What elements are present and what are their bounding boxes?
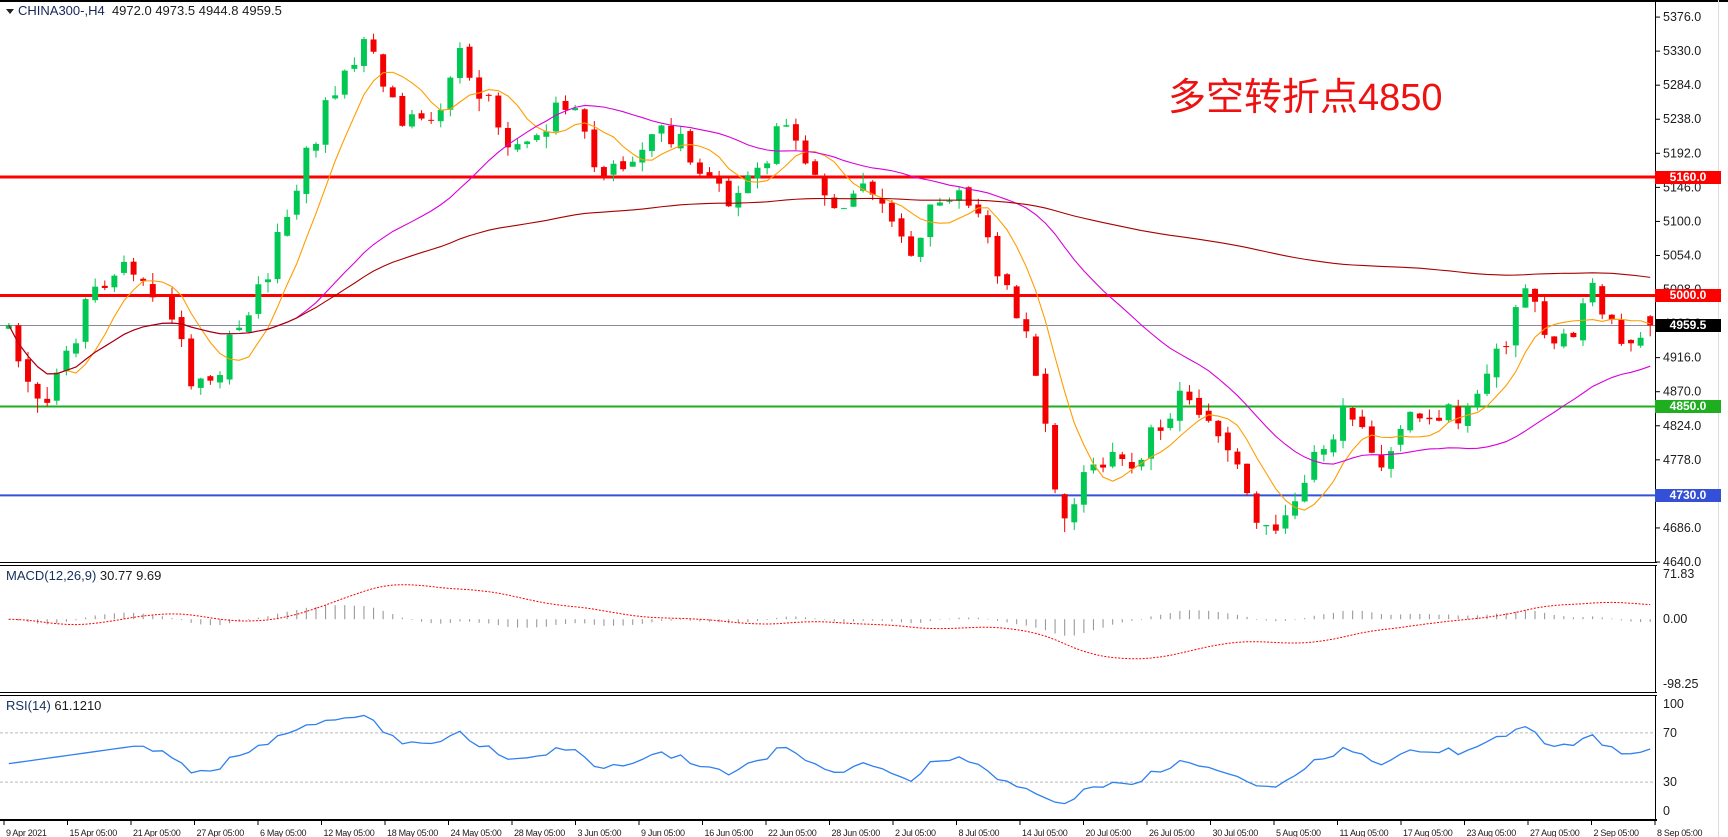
svg-text:28 Jun 05:00: 28 Jun 05:00 (832, 828, 881, 837)
svg-text:9 Apr 2021: 9 Apr 2021 (6, 828, 47, 837)
svg-text:18 May 05:00: 18 May 05:00 (387, 828, 438, 837)
svg-text:71.83: 71.83 (1663, 567, 1694, 581)
svg-text:26 Jul 05:00: 26 Jul 05:00 (1149, 828, 1195, 837)
svg-text:8 Sep 05:00: 8 Sep 05:00 (1657, 828, 1703, 837)
svg-text:30 Jul 05:00: 30 Jul 05:00 (1213, 828, 1259, 837)
svg-text:5284.0: 5284.0 (1663, 78, 1701, 92)
svg-text:-98.25: -98.25 (1663, 677, 1698, 691)
svg-text:5238.0: 5238.0 (1663, 112, 1701, 126)
svg-text:4686.0: 4686.0 (1663, 521, 1701, 535)
svg-text:17 Aug 05:00: 17 Aug 05:00 (1403, 828, 1453, 837)
svg-text:5330.0: 5330.0 (1663, 44, 1701, 58)
svg-text:27 Apr 05:00: 27 Apr 05:00 (197, 828, 245, 837)
svg-text:4870.0: 4870.0 (1663, 385, 1701, 399)
svg-text:3 Jun 05:00: 3 Jun 05:00 (578, 828, 622, 837)
svg-text:5100.0: 5100.0 (1663, 214, 1701, 228)
svg-text:100: 100 (1663, 697, 1684, 711)
svg-text:5054.0: 5054.0 (1663, 248, 1701, 262)
svg-text:15 Apr 05:00: 15 Apr 05:00 (70, 828, 118, 837)
svg-text:5192.0: 5192.0 (1663, 146, 1701, 160)
svg-text:4824.0: 4824.0 (1663, 419, 1701, 433)
svg-text:9 Jun 05:00: 9 Jun 05:00 (641, 828, 685, 837)
svg-text:6 May 05:00: 6 May 05:00 (260, 828, 307, 837)
svg-text:14 Jul 05:00: 14 Jul 05:00 (1022, 828, 1068, 837)
svg-text:23 Aug 05:00: 23 Aug 05:00 (1467, 828, 1517, 837)
svg-text:22 Jun 05:00: 22 Jun 05:00 (768, 828, 817, 837)
svg-text:11 Aug 05:00: 11 Aug 05:00 (1340, 828, 1389, 837)
svg-text:30: 30 (1663, 775, 1677, 789)
svg-text:8 Jul 05:00: 8 Jul 05:00 (959, 828, 1000, 837)
svg-text:27 Aug 05:00: 27 Aug 05:00 (1530, 828, 1580, 837)
svg-text:4916.0: 4916.0 (1663, 351, 1701, 365)
svg-text:16 Jun 05:00: 16 Jun 05:00 (705, 828, 754, 837)
svg-text:12 May 05:00: 12 May 05:00 (324, 828, 375, 837)
svg-text:0: 0 (1663, 804, 1670, 818)
svg-text:28 May 05:00: 28 May 05:00 (514, 828, 565, 837)
svg-text:2 Jul 05:00: 2 Jul 05:00 (895, 828, 936, 837)
svg-text:2 Sep 05:00: 2 Sep 05:00 (1594, 828, 1640, 837)
svg-text:24 May 05:00: 24 May 05:00 (451, 828, 502, 837)
svg-text:21 Apr 05:00: 21 Apr 05:00 (133, 828, 181, 837)
svg-text:5 Aug 05:00: 5 Aug 05:00 (1276, 828, 1321, 837)
svg-text:0.00: 0.00 (1663, 612, 1687, 626)
svg-text:20 Jul 05:00: 20 Jul 05:00 (1086, 828, 1132, 837)
svg-text:70: 70 (1663, 726, 1677, 740)
svg-text:5376.0: 5376.0 (1663, 10, 1701, 24)
svg-text:4778.0: 4778.0 (1663, 453, 1701, 467)
